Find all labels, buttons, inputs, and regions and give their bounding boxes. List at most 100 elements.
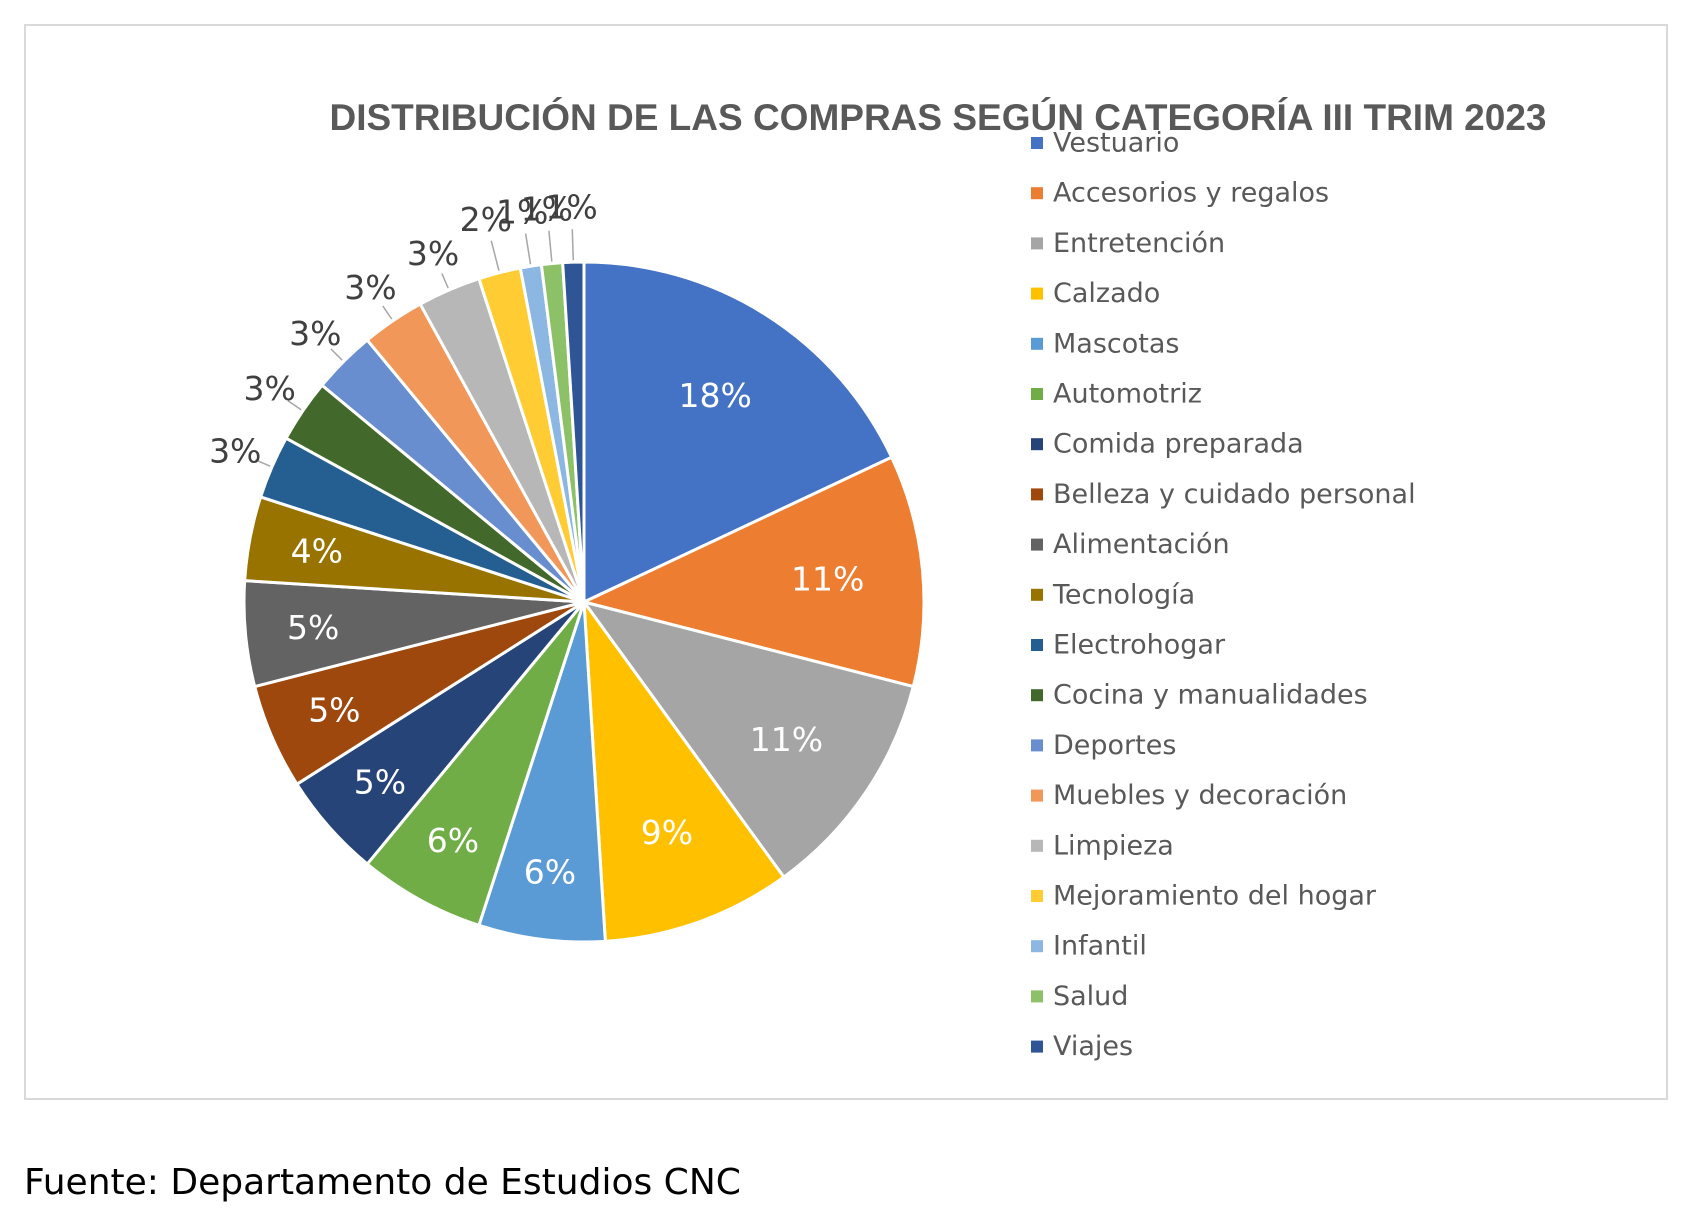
- data-label-2: 11%: [791, 559, 864, 598]
- legend-swatch: [1031, 839, 1043, 852]
- legend-item-11: Electrohogar: [1031, 630, 1226, 661]
- legend-swatch: [1031, 287, 1043, 300]
- legend-item-4: Calzado: [1031, 278, 1160, 309]
- legend-label: Calzado: [1053, 278, 1160, 309]
- legend-swatch: [1031, 438, 1043, 451]
- data-label-7: 5%: [354, 762, 406, 801]
- legend-swatch: [1031, 388, 1043, 400]
- chart-frame: DISTRIBUCIÓN DE LAS COMPRAS SEGÚN CATEGO…: [24, 24, 1668, 1100]
- source-note: Fuente: Departamento de Estudios CNC: [24, 1162, 741, 1203]
- legend-item-16: Mejoramiento del hogar: [1031, 881, 1377, 912]
- legend-item-17: Infantil: [1031, 931, 1147, 962]
- leader-line-17: [524, 233, 532, 265]
- legend-label: Entretención: [1053, 228, 1225, 259]
- legend-swatch: [1031, 689, 1043, 702]
- leader-line-14: [382, 305, 393, 320]
- legend-label: Automotriz: [1053, 379, 1202, 410]
- legend-label: Cocina y manualidades: [1053, 680, 1368, 711]
- legend: Vestuario Accesorios y regalos Entretenció…: [1031, 128, 1416, 1062]
- legend-label: Electrohogar: [1053, 630, 1226, 661]
- legend-swatch: [1031, 488, 1043, 501]
- pie-slices: [242, 260, 926, 944]
- data-label-1: 18%: [678, 376, 751, 415]
- legend-swatch: [1031, 237, 1043, 250]
- data-label-19: 1%: [545, 188, 597, 227]
- legend-swatch: [1031, 1040, 1043, 1053]
- legend-item-8: Belleza y cuidado personal: [1031, 479, 1416, 510]
- data-label-10: 4%: [291, 532, 343, 571]
- leader-line-19: [571, 229, 575, 261]
- legend-label: Salud: [1053, 981, 1128, 1012]
- data-label-14: 3%: [344, 268, 396, 307]
- legend-item-18: Salud: [1031, 981, 1128, 1012]
- data-label-13: 3%: [289, 314, 341, 353]
- legend-label: Viajes: [1053, 1031, 1133, 1062]
- legend-label: Belleza y cuidado personal: [1053, 479, 1416, 510]
- data-label-9: 5%: [287, 608, 339, 647]
- legend-label: Tecnología: [1052, 579, 1195, 610]
- data-label-16: 2%: [460, 200, 512, 239]
- legend-swatch: [1031, 337, 1043, 350]
- legend-label: Accesorios y regalos: [1053, 178, 1329, 209]
- legend-item-10: Tecnología: [1031, 579, 1195, 610]
- legend-item-3: Entretención: [1031, 228, 1225, 259]
- legend-swatch: [1031, 990, 1043, 1003]
- legend-item-6: Automotriz: [1031, 379, 1202, 410]
- data-label-8: 5%: [308, 691, 360, 730]
- pie-slice-2: [582, 455, 926, 689]
- data-label-6: 6%: [427, 821, 479, 860]
- pie-slice-4: [582, 600, 786, 943]
- legend-item-19: Viajes: [1031, 1031, 1133, 1062]
- legend-label: Limpieza: [1053, 830, 1174, 861]
- legend-swatch: [1031, 789, 1043, 802]
- data-label-17: 1%: [496, 192, 548, 231]
- legend-item-5: Mascotas: [1031, 328, 1179, 359]
- legend-item-9: Alimentación: [1031, 529, 1230, 560]
- legend-swatch: [1031, 137, 1043, 149]
- legend-label: Comida preparada: [1053, 429, 1304, 460]
- data-label-15: 3%: [407, 234, 459, 273]
- chart-title: DISTRIBUCIÓN DE LAS COMPRAS SEGÚN CATEGO…: [329, 96, 1546, 138]
- legend-item-15: Limpieza: [1031, 830, 1174, 861]
- data-label-18: 1%: [521, 189, 573, 228]
- legend-label: Mascotas: [1053, 328, 1179, 359]
- legend-label: Muebles y decoración: [1053, 780, 1347, 811]
- legend-swatch: [1031, 588, 1043, 601]
- leader-line-12: [287, 400, 302, 411]
- data-labels: 18%11%11%9%6%6%5%5%5%4%3%3%3%3%3%2%1%1%1…: [209, 188, 864, 892]
- pie-slice-5: [477, 600, 607, 944]
- data-label-5: 6%: [524, 852, 576, 891]
- legend-swatch: [1031, 739, 1043, 752]
- pie-slice-6: [365, 600, 586, 927]
- leader-line-13: [330, 348, 343, 361]
- data-label-12: 3%: [244, 369, 296, 408]
- pie-slice-1: [582, 260, 894, 604]
- legend-item-1: Vestuario: [1031, 128, 1179, 159]
- leader-line-11: [255, 459, 271, 467]
- legend-item-13: Deportes: [1031, 730, 1176, 761]
- legend-swatch: [1031, 940, 1043, 953]
- legend-swatch: [1031, 187, 1043, 200]
- legend-swatch: [1031, 639, 1043, 651]
- legend-swatch: [1031, 538, 1043, 551]
- legend-label: Deportes: [1053, 730, 1176, 761]
- legend-item-7: Comida preparada: [1031, 429, 1304, 460]
- leader-line-15: [441, 273, 449, 289]
- legend-item-12: Cocina y manualidades: [1031, 680, 1368, 711]
- pie-chart: DISTRIBUCIÓN DE LAS COMPRAS SEGÚN CATEGO…: [209, 96, 1546, 1062]
- data-label-4: 9%: [641, 813, 693, 852]
- legend-label: Alimentación: [1053, 529, 1230, 560]
- pie-slice-3: [582, 600, 915, 879]
- legend-label: Vestuario: [1053, 128, 1179, 159]
- data-label-3: 11%: [750, 720, 823, 759]
- leader-lines: [255, 229, 575, 467]
- leader-line-16: [490, 240, 500, 271]
- pie-slice-19: [561, 260, 586, 604]
- legend-item-14: Muebles y decoración: [1031, 780, 1347, 811]
- legend-swatch: [1031, 890, 1043, 902]
- data-label-11: 3%: [209, 432, 261, 471]
- legend-item-2: Accesorios y regalos: [1031, 178, 1329, 209]
- legend-label: Infantil: [1053, 931, 1147, 962]
- leader-line-18: [548, 230, 553, 262]
- legend-label: Mejoramiento del hogar: [1053, 881, 1377, 912]
